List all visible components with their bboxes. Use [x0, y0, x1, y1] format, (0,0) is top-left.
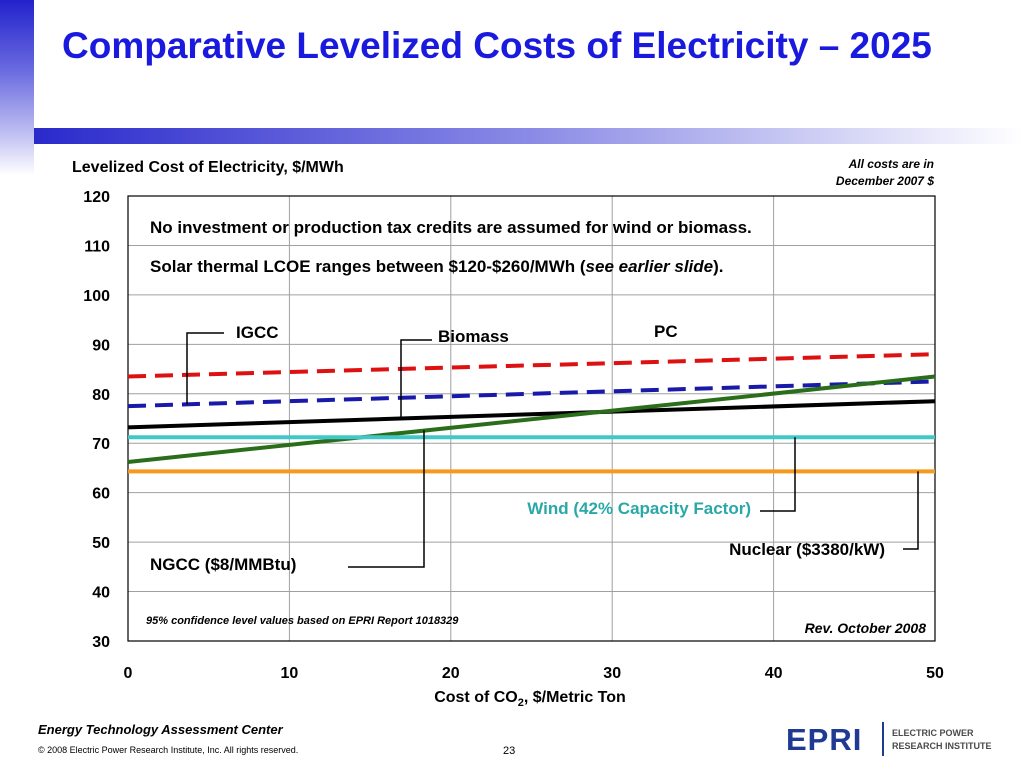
x-axis-title: Cost of CO2, $/Metric Ton	[434, 689, 626, 709]
y-tick-labels: 30 40 50 60 70 80 90 100 110 120	[83, 189, 110, 651]
plot-frame	[127, 195, 936, 642]
y-tick-label: 60	[92, 486, 110, 503]
igcc-leader	[186, 332, 224, 405]
costs-note-line2: December 2007 $	[836, 174, 934, 188]
costs-note-line1: All costs are in	[848, 157, 934, 171]
series-lines	[127, 352, 936, 474]
label-nuclear: Nuclear ($3380/kW)	[729, 540, 885, 559]
footer-org: Energy Technology Assessment Center	[38, 722, 283, 737]
y-axis-title: Levelized Cost of Electricity, $/MWh	[72, 159, 344, 176]
page-title: Comparative Levelized Costs of Electrici…	[62, 25, 932, 66]
revision-note: Rev. October 2008	[805, 620, 927, 636]
tax-credit-note: No investment or production tax credits …	[150, 218, 752, 237]
title-underline-bar	[34, 128, 1024, 144]
wind-leader	[760, 437, 796, 512]
series-line-biomass	[127, 399, 936, 430]
side-accent-bar	[0, 0, 34, 175]
y-tick-label: 120	[83, 189, 110, 206]
x-axis-title-subscript: 2	[518, 697, 524, 709]
y-tick-label: 80	[92, 387, 110, 404]
x-tick-label: 40	[765, 665, 783, 682]
confidence-note: 95% confidence level values based on EPR…	[146, 615, 459, 627]
label-ngcc: NGCC ($8/MMBtu)	[150, 555, 296, 574]
biomass-leader	[400, 339, 432, 419]
epri-logo: EPRI ELECTRIC POWER RESEARCH INSTITUTE	[786, 722, 992, 757]
x-axis-title-tail: , $/Metric Ton	[524, 689, 626, 706]
solar-note: Solar thermal LCOE ranges between $120-$…	[150, 257, 724, 276]
x-tick-label: 20	[442, 665, 460, 682]
label-biomass: Biomass	[438, 327, 509, 346]
ngcc-leader	[348, 430, 425, 568]
y-tick-label: 110	[84, 238, 110, 255]
page-number: 23	[503, 745, 516, 757]
y-tick-label: 70	[92, 436, 110, 453]
logo-subtitle-line2: RESEARCH INSTITUTE	[892, 741, 992, 751]
series-line-ngcc-8-mmbtu	[127, 374, 936, 464]
nuclear-leader	[903, 471, 919, 550]
y-tick-label: 40	[92, 585, 110, 602]
y-tick-label: 30	[92, 634, 110, 651]
y-tick-label: 90	[92, 337, 110, 354]
x-tick-label: 30	[603, 665, 621, 682]
solar-note-prefix: Solar thermal LCOE ranges between $120-$…	[150, 257, 586, 276]
x-tick-label: 10	[281, 665, 299, 682]
x-axis-title-main: Cost of CO	[434, 689, 518, 706]
label-pc: PC	[654, 322, 678, 341]
label-leader-lines	[186, 332, 919, 568]
series-line-pc	[127, 352, 936, 379]
x-tick-label: 50	[926, 665, 944, 682]
y-tick-label: 50	[92, 535, 110, 552]
logo-wordmark: EPRI	[786, 722, 862, 757]
logo-subtitle-line1: ELECTRIC POWER	[892, 728, 974, 738]
y-tick-label: 100	[83, 288, 110, 305]
x-tick-label: 0	[124, 665, 133, 682]
label-igcc: IGCC	[236, 323, 279, 342]
solar-note-suffix: ).	[713, 257, 723, 276]
logo-divider	[882, 722, 884, 756]
x-tick-labels: 0 10 20 30 40 50	[124, 665, 944, 682]
solar-note-italic: see earlier slide	[586, 257, 714, 276]
copyright-text: © 2008 Electric Power Research Institute…	[38, 745, 299, 755]
label-wind: Wind (42% Capacity Factor)	[527, 499, 751, 518]
